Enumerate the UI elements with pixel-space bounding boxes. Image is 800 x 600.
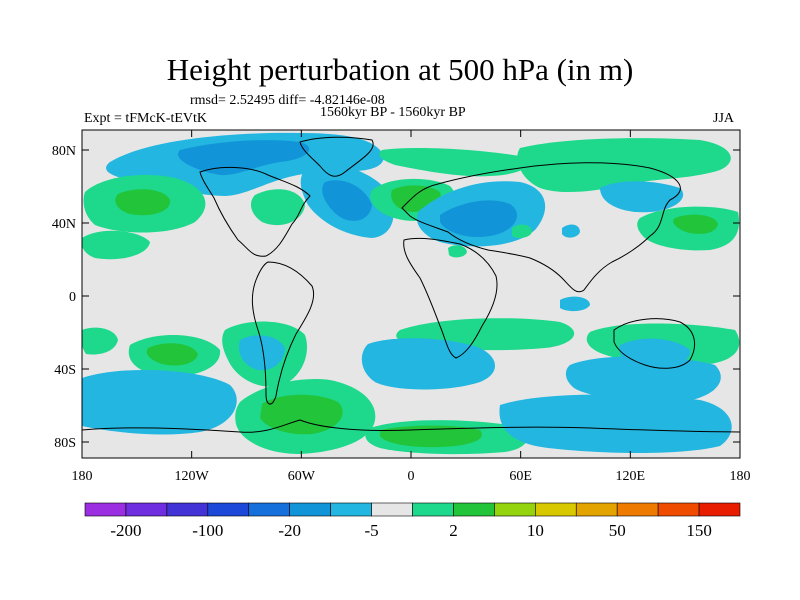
lon-label: 60E: [509, 469, 532, 484]
siberia-high: [517, 138, 731, 193]
colorbar-label: -100: [192, 521, 223, 540]
greenland-coast: [299, 136, 374, 177]
colorbar-swatch: [412, 502, 454, 517]
colorbar-swatch: [494, 502, 536, 517]
colorbar-label: 2: [449, 521, 458, 540]
lat-label: 80N: [52, 144, 76, 159]
southern-ocean-high-core: [260, 394, 343, 435]
north-pacific-high-core: [115, 189, 171, 216]
colorbar-swatch: [289, 502, 331, 517]
lat-label: 0: [69, 290, 76, 305]
antarctic-high-core: [380, 425, 482, 448]
caspian-high: [512, 224, 532, 239]
colorbar-label: -200: [110, 521, 141, 540]
antarctica-coast: [82, 419, 740, 433]
colorbar-label: 150: [686, 521, 712, 540]
lon-label: 0: [408, 469, 415, 484]
colorbar-swatch: [330, 502, 372, 517]
rmsd-diff-label: rmsd= 2.52495 diff= -4.82146e-08: [190, 93, 385, 108]
colorbar-label: 50: [609, 521, 626, 540]
south-america-low: [238, 335, 285, 371]
colorbar-label: -5: [364, 521, 378, 540]
south-america-coast: [251, 261, 314, 405]
south-pacific-high-core: [146, 343, 198, 366]
lon-label: 180: [72, 469, 93, 484]
colorbar-swatch: [84, 502, 127, 517]
colorbar-swatch: [575, 502, 618, 517]
colorbar-swatch: [371, 502, 413, 517]
south-american-coast-high: [82, 327, 118, 355]
colorbar-labels: -200 -100 -20 -5 2 10 50 150: [110, 521, 711, 540]
north-america-high: [250, 189, 305, 226]
colorbar-swatch: [657, 502, 700, 517]
colorbar-swatch: [166, 502, 209, 517]
greenland-high: [379, 148, 529, 177]
period-label: 1560kyr BP - 1560kyr BP: [320, 105, 466, 120]
experiment-label: Expt = tFMcK-tEVtK: [84, 111, 207, 126]
colorbar-label: -20: [278, 521, 301, 540]
lat-label: 40S: [54, 363, 76, 378]
longitude-axis: 180 120W 60W 0 60E 120E 180: [72, 130, 751, 484]
colorbar-swatch: [535, 502, 577, 517]
season-label: JJA: [713, 111, 735, 126]
lon-label: 60W: [288, 469, 316, 484]
lon-label: 180: [730, 469, 751, 484]
eurasia-coast: [401, 162, 681, 293]
coastlines: [82, 136, 740, 433]
west-pacific-south-low: [82, 369, 237, 435]
latitude-axis: 80N 40N 0 40S 80S: [52, 144, 740, 451]
arctic-deep-low: [178, 140, 310, 176]
pacific-subtropic-high: [82, 230, 150, 260]
chart-title: Height perturbation at 500 hPa (in m): [166, 52, 634, 87]
eurasia-deep-low: [440, 200, 518, 238]
colorbar-label: 10: [527, 521, 544, 540]
contour-field: [82, 130, 740, 458]
lat-label: 40N: [52, 217, 76, 232]
colorbar-swatch: [698, 502, 741, 517]
colorbar-swatch: [125, 502, 168, 517]
north-africa-high: [448, 245, 467, 258]
north-america-coast: [199, 166, 311, 257]
lat-label: 80S: [54, 436, 76, 451]
southern-ocean-low-west: [560, 296, 590, 312]
lon-label: 120E: [616, 469, 646, 484]
colorbar-swatch: [616, 502, 659, 517]
australia-coast: [613, 318, 696, 369]
colorbar-swatch: [453, 502, 495, 517]
colorbar-swatch: [248, 502, 290, 517]
north-atlantic-deep-low: [322, 180, 372, 221]
southern-ocean-low: [499, 394, 732, 453]
africa-coast: [403, 237, 498, 359]
east-asia-low: [600, 181, 684, 213]
south-indian-low: [565, 356, 721, 403]
colorbar: [84, 502, 741, 517]
central-asia-low: [562, 224, 580, 238]
south-atlantic-low: [361, 338, 495, 390]
colorbar-swatch: [207, 502, 250, 517]
lon-label: 120W: [175, 469, 210, 484]
north-west-pacific-high-core: [673, 214, 718, 234]
